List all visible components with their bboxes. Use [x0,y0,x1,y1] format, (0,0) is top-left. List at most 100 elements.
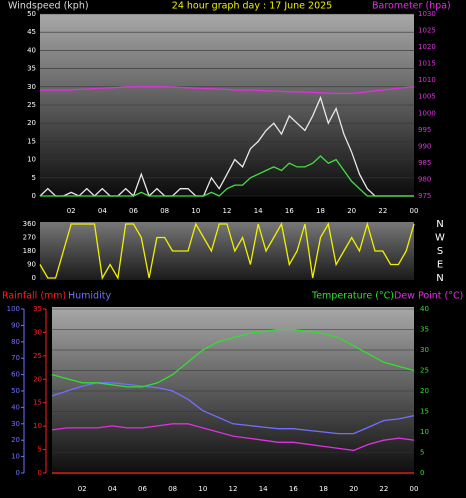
x-tick-label: 06 [129,207,138,215]
legend-label: Temperature (°C) [311,291,394,302]
tick-label: 40 [420,305,429,313]
x-tick-label: 16 [289,485,298,493]
panel-direction [40,222,414,280]
x-tick-label: 12 [223,207,232,215]
tick-label: 5 [38,446,42,454]
tick-label: S [437,246,443,257]
x-tick-label: 04 [98,207,107,215]
data-line [39,95,414,198]
tick-label: 20 [420,387,429,395]
tick-label: 80 [11,338,20,346]
x-tick-label: 20 [349,485,358,493]
legend-label: Rainfall (mm) [2,291,66,302]
x-tick-label: 08 [168,485,177,493]
tick-label: 985 [418,159,431,167]
tick-label: 60 [11,371,20,379]
tick-label: 980 [418,175,431,183]
tick-label: 25 [33,352,42,360]
legend-label: Dew Point (°C) [394,291,463,302]
x-tick-label: 06 [138,485,147,493]
tick-label: 20 [33,375,42,383]
x-tick-label: 14 [254,207,263,215]
tick-label: 90 [11,321,20,329]
tick-label: 0 [32,274,36,282]
legend-label: Humidity [68,291,111,302]
tick-label: 40 [27,46,36,54]
x-tick-label: 00 [410,207,419,215]
x-tick-label: 18 [316,207,325,215]
tick-label: 30 [11,420,20,428]
x-tick-label: 22 [379,485,388,493]
tick-label: 0 [38,469,42,477]
tick-label: 15 [33,399,42,407]
tick-label: 50 [11,387,20,395]
tick-label: 15 [420,408,429,416]
y2-axis-title: Barometer (hpa) [372,1,451,12]
tick-label: 70 [11,354,20,362]
tick-label: E [437,260,443,271]
tick-label: 30 [27,83,36,91]
tick-label: 975 [418,192,431,200]
data-line [40,86,415,95]
tick-label: 5 [420,449,424,457]
tick-label: 270 [23,234,36,242]
tick-label: 0 [16,469,20,477]
tick-label: 30 [420,346,429,354]
tick-label: 20 [11,436,20,444]
tick-label: 50 [27,10,36,18]
tick-label: 1000 [418,109,436,117]
x-tick-label: 04 [108,485,117,493]
tick-label: 990 [418,142,431,150]
x-tick-label: 02 [67,207,76,215]
tick-label: 35 [420,326,429,334]
chart-title: 24 hour graph day : 17 June 2025 [172,1,332,12]
tick-label: 1025 [418,27,436,35]
tick-label: 90 [27,261,36,269]
data-line [51,382,415,435]
tick-label: 35 [27,65,36,73]
tick-label: W [435,233,445,244]
tick-label: 0 [420,469,424,477]
x-tick-label: 12 [229,485,238,493]
x-tick-label: 22 [378,207,387,215]
x-tick-label: 18 [319,485,328,493]
x-tick-label: 10 [191,207,200,215]
tick-label: 20 [27,119,36,127]
tick-label: N [436,273,443,284]
tick-label: 1030 [418,10,436,18]
tick-label: 0 [32,192,36,200]
tick-label: N [436,219,443,230]
x-tick-label: 14 [259,485,268,493]
y-axis-title: Windspeed (kph) [8,1,89,12]
tick-label: 10 [27,156,36,164]
tick-label: 30 [33,328,42,336]
tick-label: 1015 [418,60,436,68]
tick-label: 1020 [418,43,436,51]
tick-label: 15 [27,137,36,145]
data-line [51,328,415,388]
data-line [51,423,415,452]
data-line [39,221,415,280]
tick-label: 100 [7,305,20,313]
tick-label: 10 [420,428,429,436]
tick-label: 35 [33,305,42,313]
x-tick-label: 02 [78,485,87,493]
tick-label: 45 [27,28,36,36]
tick-label: 5 [32,174,36,182]
data-line [40,155,414,197]
tick-label: 995 [418,126,431,134]
tick-label: 10 [11,453,20,461]
tick-label: 360 [23,220,36,228]
tick-label: 40 [11,403,20,411]
x-tick-label: 20 [347,207,356,215]
x-tick-label: 10 [198,485,207,493]
tick-label: 10 [33,422,42,430]
tick-label: 180 [23,247,36,255]
x-tick-label: 00 [410,485,419,493]
tick-label: 1005 [418,93,436,101]
tick-label: 25 [27,101,36,109]
x-tick-label: 16 [285,207,294,215]
tick-label: 25 [420,367,429,375]
x-tick-label: 08 [160,207,169,215]
